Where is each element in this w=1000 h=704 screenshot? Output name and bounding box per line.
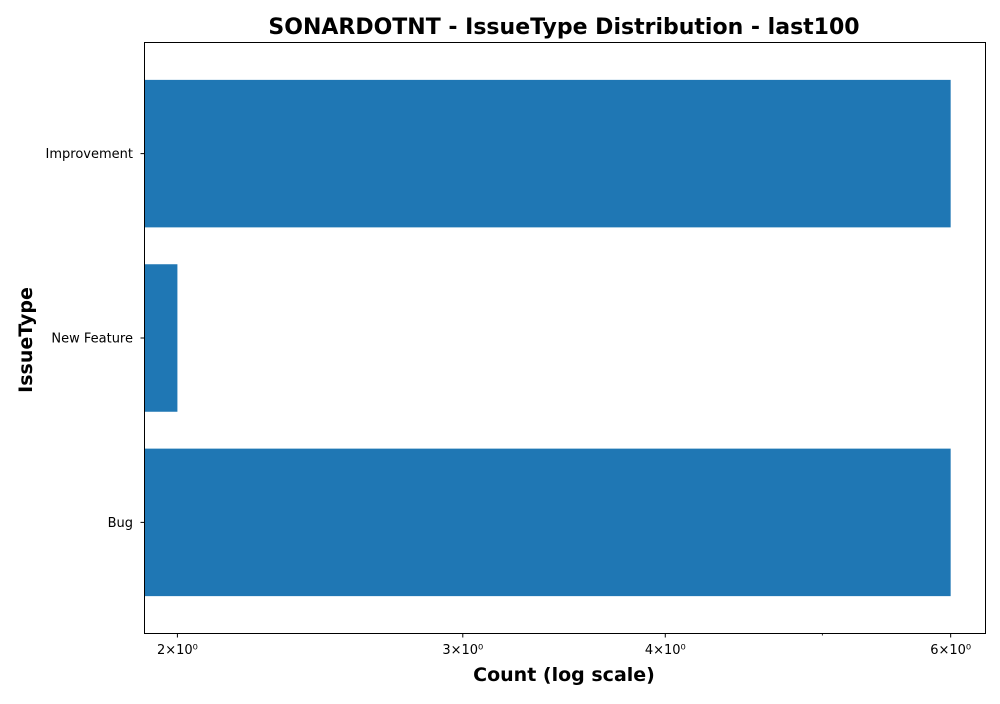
y-axis-ticks: Bug New Feature Improvement — [46, 147, 145, 531]
plot-area-frame — [144, 42, 986, 634]
x-axis-ticks: 2×10⁰ 3×10⁰ 4×10⁰ 6×10⁰ — [157, 633, 971, 658]
bar-new-feature — [145, 264, 178, 412]
y-tick-label: New Feature — [51, 332, 133, 347]
x-tick-label: 6×10⁰ — [930, 643, 971, 658]
y-tick-label: Bug — [108, 516, 133, 531]
chart-title: SONARDOTNT - IssueType Distribution - la… — [268, 15, 859, 40]
x-axis-label: Count (log scale) — [473, 664, 655, 686]
y-axis-label: IssueType — [15, 287, 37, 393]
bars-group — [145, 79, 951, 597]
bar-improvement — [145, 79, 951, 228]
bar-bug — [145, 448, 951, 597]
x-tick-label: 2×10⁰ — [157, 643, 198, 658]
x-tick-label: 4×10⁰ — [645, 643, 686, 658]
x-tick-label: 3×10⁰ — [442, 643, 483, 658]
y-tick-label: Improvement — [46, 147, 133, 162]
